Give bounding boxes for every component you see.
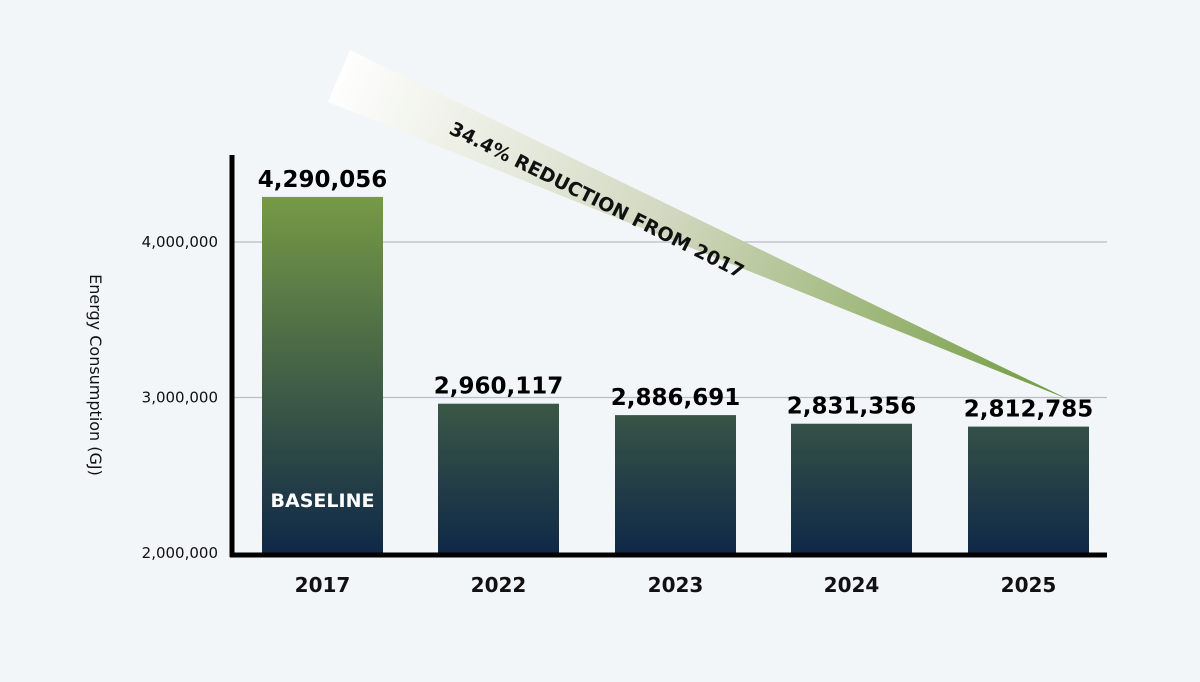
bar-2025 (968, 426, 1089, 553)
y-tick-label: 3,000,000 (142, 389, 218, 407)
data-label: 2,960,117 (434, 374, 564, 400)
y-tick-label: 4,000,000 (142, 233, 218, 251)
baseline-label: BASELINE (271, 490, 375, 512)
data-label: 2,831,356 (787, 394, 917, 420)
x-tick-label: 2023 (648, 573, 704, 597)
x-tick-label: 2024 (824, 573, 880, 597)
x-tick-label: 2017 (295, 573, 351, 597)
x-tick-labels: 2017 2022 2023 2024 2025 (295, 573, 1057, 597)
bar-2024 (791, 423, 912, 553)
reduction-annotation: 34.4% REDUCTION FROM 2017 (446, 118, 748, 283)
data-label: 4,290,056 (258, 167, 388, 193)
data-label: 2,886,691 (611, 385, 741, 411)
bar-2022 (438, 403, 559, 553)
data-label: 2,812,785 (964, 397, 1094, 423)
x-tick-label: 2025 (1001, 573, 1057, 597)
y-tick-label: 2,000,000 (142, 544, 218, 562)
bar-2023 (615, 415, 736, 553)
y-axis-label: Energy Consumption (GJ) (86, 274, 105, 476)
reduction-arrow (328, 50, 1070, 400)
bars (262, 196, 1089, 553)
x-tick-label: 2022 (471, 573, 527, 597)
value-labels: 4,290,056 2,960,117 2,886,691 2,831,356 2,81… (258, 167, 1094, 423)
bar-2017 (262, 196, 383, 553)
y-tick-labels: 2,000,000 3,000,000 4,000,000 (142, 233, 218, 562)
